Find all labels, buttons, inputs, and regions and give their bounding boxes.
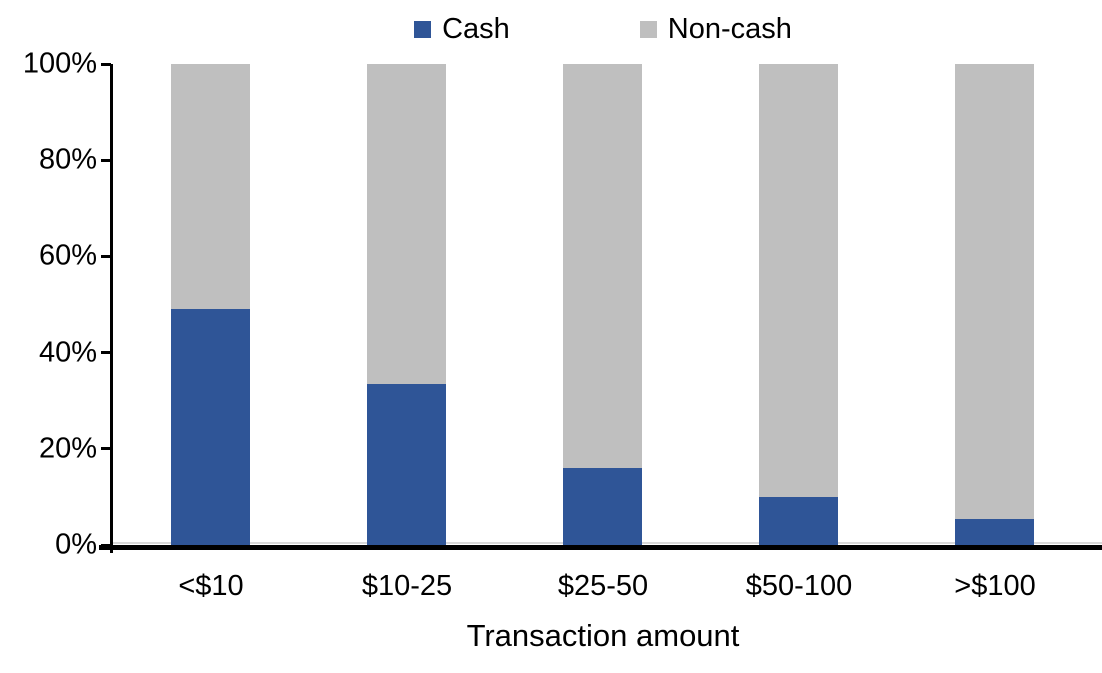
bar-segment-non-cash: [171, 64, 250, 310]
legend-item-non-cash: Non-cash: [639, 12, 792, 45]
x-axis-category-label: $10-25: [361, 570, 453, 602]
legend-label-non-cash: Non-cash: [667, 12, 792, 45]
y-axis-tick: [101, 351, 111, 355]
plot-area: 0% 20% 40% 60% 80% 100% <$10 $10-25 $25-50 $50-1…: [23, 48, 1102, 602]
legend-label-cash: Cash: [442, 12, 510, 45]
bar-2: [367, 64, 446, 545]
x-axis-line: [99, 545, 1102, 550]
y-axis-line: [110, 64, 113, 553]
y-axis-tick-label: 0%: [55, 528, 97, 561]
bar-segment-cash: [759, 496, 838, 545]
legend-swatch-cash: [414, 20, 432, 38]
y-axis-tick: [101, 254, 111, 258]
bar-5: [955, 64, 1034, 545]
legend-swatch-non-cash: [639, 20, 657, 38]
y-axis-tick-label: 80%: [38, 143, 97, 176]
bar-slot: [505, 64, 701, 545]
legend: Cash Non-cash: [113, 10, 1093, 48]
y-axis-tick-label: 100%: [22, 47, 97, 80]
bar-slot: [113, 64, 309, 545]
legend-item-cash: Cash: [414, 12, 510, 45]
x-axis-category-label: $50-100: [745, 570, 853, 602]
y-axis-tick: [101, 447, 111, 451]
bar-segment-cash: [955, 518, 1034, 545]
bar-segment-non-cash: [563, 64, 642, 469]
bar-4: [759, 64, 838, 545]
y-axis-tick-label: 20%: [38, 432, 97, 465]
bar-1: [171, 64, 250, 545]
bar-segment-cash: [171, 309, 250, 545]
bar-segment-non-cash: [955, 64, 1034, 519]
bar-3: [563, 64, 642, 545]
bar-segment-non-cash: [367, 64, 446, 384]
bar-slot: [897, 64, 1093, 545]
y-axis-tick-label: 60%: [38, 239, 97, 272]
y-axis-tick: [101, 62, 111, 66]
x-axis-category-label: <$10: [178, 570, 244, 602]
x-axis-category-label: >$100: [954, 570, 1036, 602]
y-axis-tick-label: 40%: [38, 336, 97, 369]
bar-segment-cash: [367, 383, 446, 545]
y-axis-tick: [101, 158, 111, 162]
bar-segment-cash: [563, 468, 642, 545]
bar-segment-non-cash: [759, 64, 838, 497]
bar-slot: [701, 64, 897, 545]
x-axis-category-label: $25-50: [557, 570, 649, 602]
bar-slot: [309, 64, 505, 545]
x-axis-title: Transaction amount: [466, 618, 740, 653]
